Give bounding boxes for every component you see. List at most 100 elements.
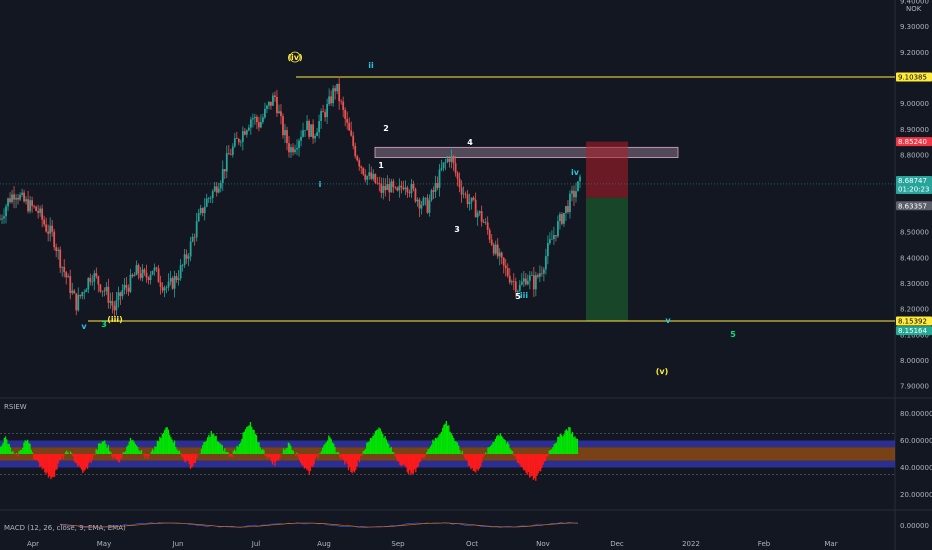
rsi-bar (52, 454, 54, 477)
rsi-bar (101, 441, 103, 454)
rsi-bar (331, 442, 334, 454)
candle-body (410, 183, 413, 194)
rsi-bar (510, 450, 512, 454)
rsi-bar (243, 431, 245, 454)
rsi-bar (121, 454, 123, 458)
rsi-bar (290, 445, 292, 454)
candle-body (446, 158, 449, 162)
candle-body (99, 284, 102, 292)
rsi-bar (145, 454, 148, 456)
rsi-bar (513, 454, 515, 456)
rsi-bar (18, 451, 20, 454)
rsi-bar (565, 429, 568, 454)
rsi-bar (514, 454, 516, 457)
candle-body (288, 143, 290, 153)
rsi-bar (504, 440, 506, 454)
rsi-bar (3, 438, 5, 454)
wave-label-5: 1 (378, 161, 384, 170)
candle-body (418, 199, 421, 209)
rsi-bar (217, 442, 220, 454)
rsi-bar (166, 427, 168, 454)
price-tick-label: 8.40000 (900, 254, 929, 262)
rsi-bar (134, 443, 137, 454)
time-tick-label: Feb (758, 540, 771, 548)
rsi-bar (417, 454, 419, 467)
rsi-bar (423, 454, 426, 458)
candle-body (235, 138, 238, 140)
rsi-bar (144, 454, 146, 459)
rsi-bar (94, 454, 96, 456)
rsi-bar (429, 446, 432, 454)
rsi-bar (74, 454, 76, 463)
candle-body (262, 117, 264, 122)
rsi-bar (413, 454, 416, 470)
rsi-bar (372, 435, 374, 454)
rsi-bar (264, 454, 266, 457)
price-tag-2 (896, 137, 932, 147)
rsi-bar (547, 454, 549, 457)
rsi-bar (345, 454, 347, 462)
candle-body (259, 121, 262, 128)
rsi-bar (494, 439, 497, 454)
rsi-bar (456, 442, 459, 454)
rsi-bar (97, 443, 100, 454)
rsi-bar (493, 441, 495, 454)
rsi-bar (276, 454, 279, 461)
rsi-bar (80, 454, 83, 470)
candle-body (159, 282, 162, 287)
candle-body (496, 244, 499, 257)
rsi-bar (521, 454, 523, 468)
candle-body (374, 173, 377, 183)
rsi-bar (497, 434, 499, 454)
rsi-bar (173, 440, 176, 454)
rsi-bar (396, 454, 399, 462)
rsi-bar (495, 436, 498, 454)
rsi-bar (143, 454, 145, 456)
price-tick-label: 8.80000 (900, 152, 929, 160)
candle-body (141, 269, 144, 278)
candle-body (284, 130, 286, 136)
candle-body (482, 221, 485, 223)
rsi-bar (333, 443, 335, 454)
rsi-bar (17, 454, 19, 457)
rsi-bar (66, 450, 68, 454)
candle-body (145, 272, 148, 278)
rsi-bar (472, 454, 474, 471)
rsi-bar (120, 454, 122, 460)
take-profit-zone (586, 197, 628, 321)
rsi-bar (406, 454, 408, 473)
candle-body (502, 257, 505, 266)
rsi-bar (362, 451, 364, 454)
rsi-bar (31, 452, 34, 454)
candle-body (378, 183, 381, 184)
rsi-bar (559, 433, 561, 454)
rsi-bar (571, 431, 574, 454)
wave-label-9: 5 (515, 292, 521, 301)
rsi-bar (133, 441, 135, 454)
rsi-bar (71, 453, 73, 454)
rsi-bar (506, 441, 509, 454)
rsi-bar (451, 435, 454, 454)
rsi-bar (181, 454, 183, 457)
rsi-bar (340, 454, 342, 460)
rsi-bar (411, 454, 413, 474)
rsi-bar (515, 454, 517, 459)
rsi-bar (279, 454, 281, 458)
candle-body (358, 160, 361, 167)
rsi-bar (225, 452, 227, 454)
rsi-bar (146, 454, 149, 459)
rsi-bar (568, 426, 570, 454)
candle-body (9, 198, 11, 203)
rsi-bar (489, 446, 492, 454)
rsi-bar (155, 446, 157, 454)
rsi-bar (373, 434, 375, 454)
candle-body (195, 221, 198, 238)
price-tag-4 (896, 201, 932, 211)
rsi-bar (478, 454, 481, 469)
rsi-bar (465, 454, 467, 461)
rsi-bar (244, 429, 247, 454)
rsi-bar (177, 451, 179, 454)
rsi-bar (167, 429, 170, 454)
rsi-bar (135, 445, 138, 454)
